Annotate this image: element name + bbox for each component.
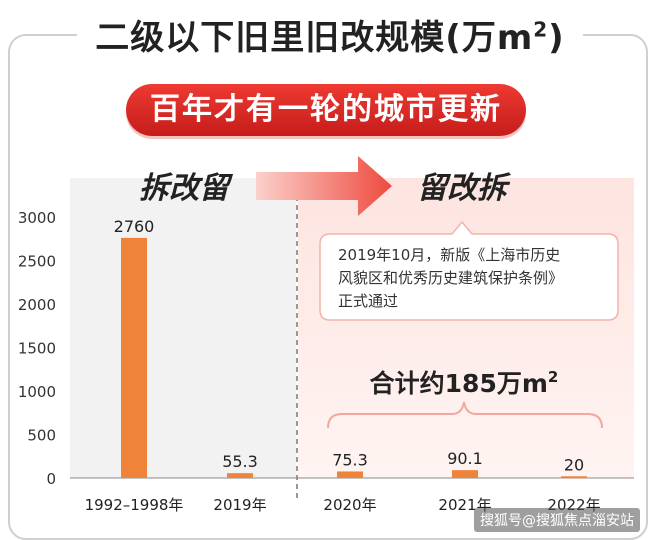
- y-tick-label: 1500: [18, 340, 56, 358]
- annotation-line-3: 正式通过: [338, 292, 398, 310]
- x-tick-label: 2020年: [323, 496, 376, 514]
- total-label: 合计约185万m2: [370, 368, 559, 398]
- bar: [121, 237, 147, 478]
- left-phase-panel: [70, 178, 296, 478]
- watermark: 搜狐号@搜狐焦点淄安站: [474, 508, 640, 532]
- bar-value-label: 55.3: [222, 452, 258, 471]
- x-tick-label: 1992–1998年: [85, 496, 184, 514]
- y-tick-label: 0: [46, 470, 56, 488]
- y-tick-label: 2000: [18, 296, 56, 314]
- annotation-line-1: 2019年10月，新版《上海市历史: [338, 246, 560, 264]
- y-tick-label: 2500: [18, 253, 56, 271]
- bar: [561, 476, 587, 479]
- bar: [337, 471, 363, 478]
- y-tick-label: 1000: [18, 383, 56, 401]
- bar: [227, 473, 253, 478]
- phase-left-label: 拆改留: [139, 171, 234, 206]
- total-brace: [327, 401, 603, 429]
- bar-value-label: 20: [564, 455, 584, 474]
- y-tick-label: 500: [27, 427, 56, 445]
- x-tick-label: 2019年: [213, 496, 266, 514]
- bar-value-label: 75.3: [332, 450, 368, 469]
- y-axis: 0 500 1000 1500 2000 2500 3000: [18, 209, 634, 488]
- phase-arrow: [256, 156, 392, 216]
- annotation-callout: 2019年10月，新版《上海市历史 风貌区和优秀历史建筑保护条例》 正式通过: [319, 220, 619, 321]
- annotation-line-2: 风貌区和优秀历史建筑保护条例》: [338, 269, 563, 287]
- bar-value-label: 90.1: [447, 449, 483, 468]
- bar: [452, 470, 478, 478]
- phase-right-label: 留改拆: [417, 171, 511, 206]
- right-phase-panel: [298, 178, 634, 478]
- subtitle-banner: 百年才有一轮的城市更新: [126, 84, 526, 136]
- y-tick-label: 3000: [18, 209, 56, 227]
- bars: 2760 55.3 75.3 90.1 20: [114, 217, 587, 479]
- bar-value-label: 2760: [114, 217, 155, 236]
- title-wrap: 二级以下旧里旧改规模(万m2): [0, 10, 660, 59]
- chart-title: 二级以下旧里旧改规模(万m2): [77, 10, 583, 59]
